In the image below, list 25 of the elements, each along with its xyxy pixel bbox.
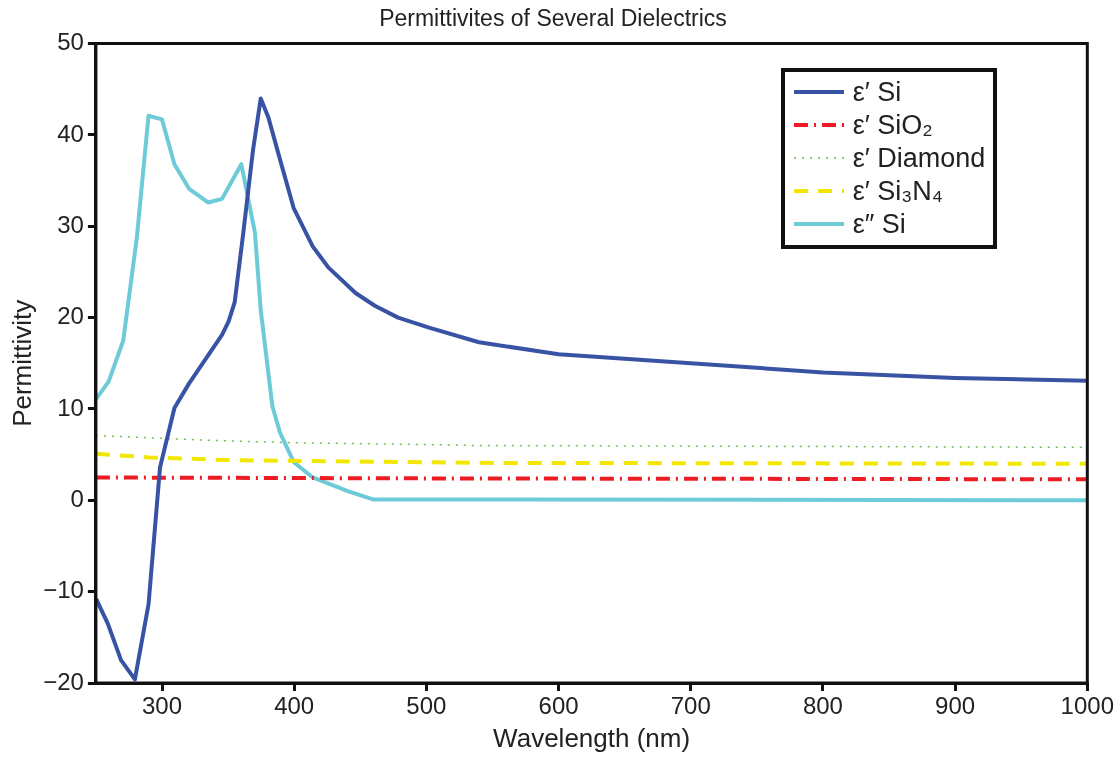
- legend-label: ε′ Si₃N₄: [852, 174, 943, 208]
- y-tick-label: 40: [57, 119, 84, 147]
- y-tick-label: −20: [43, 667, 84, 695]
- y-tick-label: 0: [70, 484, 84, 512]
- y-tick-label: 10: [57, 393, 84, 421]
- x-tick-label: 600: [538, 692, 579, 720]
- x-tick-label: 400: [274, 692, 315, 720]
- y-axis-title: Permittivity: [6, 299, 37, 427]
- x-axis-title: Wavelength (nm): [493, 722, 691, 753]
- legend-label: ε′ Diamond: [852, 141, 986, 175]
- legend-label: ε′ SiO₂: [852, 108, 933, 142]
- chart-title: Permittivites of Several Dielectrics: [379, 5, 727, 32]
- x-tick-label: 500: [406, 692, 447, 720]
- legend-label: ε′ Si: [852, 75, 902, 109]
- y-tick-label: −10: [43, 576, 84, 604]
- y-tick-label: 50: [57, 28, 84, 56]
- x-tick-label: 900: [935, 692, 976, 720]
- y-tick-label: 20: [57, 302, 84, 330]
- x-tick-label: 700: [670, 692, 711, 720]
- x-tick-label: 300: [141, 692, 183, 720]
- x-tick-label: 1000: [1060, 692, 1114, 720]
- x-tick-label: 800: [802, 692, 843, 720]
- line-series: [95, 451, 1088, 466]
- y-tick-label: 30: [57, 210, 84, 238]
- legend-label: ε″ Si: [852, 207, 906, 241]
